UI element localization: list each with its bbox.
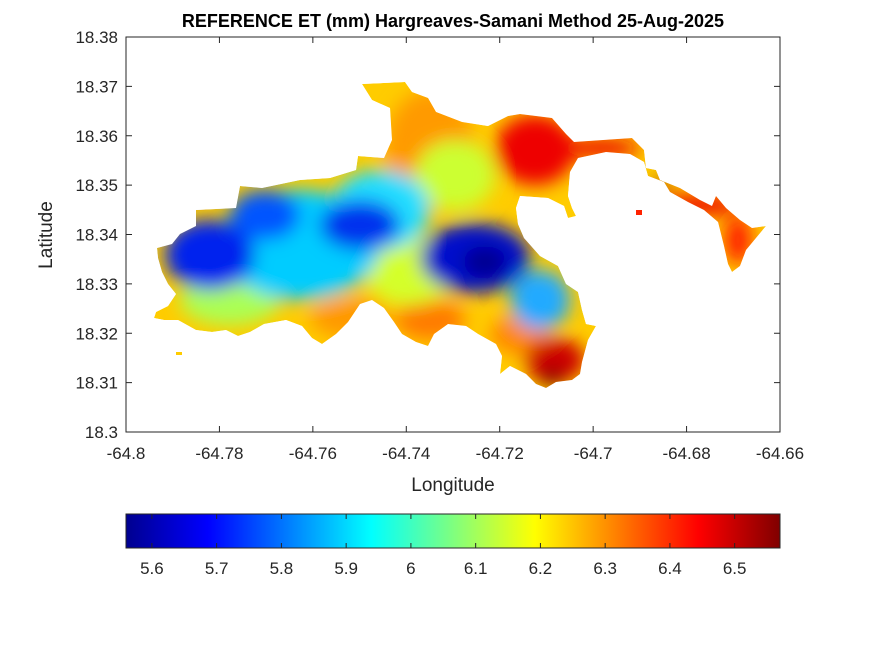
west-lobe-low xyxy=(165,220,255,290)
y-tick-label: 18.37 xyxy=(75,77,118,96)
east-peninsula-tip xyxy=(724,215,752,265)
x-axis-label: Longitude xyxy=(411,475,494,496)
x-tick-label: -64.74 xyxy=(382,444,430,463)
colorbar-tick-label: 6.1 xyxy=(464,559,488,578)
x-tick-label: -64.76 xyxy=(289,444,337,463)
central-transition xyxy=(415,140,495,210)
x-tick-label: -64.66 xyxy=(756,444,804,463)
west-lobe-low-2 xyxy=(230,190,300,240)
colorbar xyxy=(125,513,781,549)
y-axis-ticks: 18.3 18.31 18.32 18.33 18.34 18.35 18.36 18.37 1… xyxy=(75,28,780,442)
northeast-arm xyxy=(560,138,640,158)
southeast-mid xyxy=(510,270,570,330)
colorbar-tick-label: 5.7 xyxy=(205,559,229,578)
colorbar-tick-label: 6.3 xyxy=(593,559,617,578)
y-axis-label: Latitude xyxy=(36,201,57,269)
y-tick-label: 18.36 xyxy=(75,127,118,146)
y-tick-label: 18.38 xyxy=(75,28,118,47)
y-tick-label: 18.3 xyxy=(85,423,118,442)
north-low xyxy=(320,200,400,250)
northeast-high xyxy=(495,115,575,185)
colorbar-tick-label: 6.5 xyxy=(723,559,747,578)
colorbar-tick-label: 5.9 xyxy=(334,559,358,578)
x-tick-label: -64.8 xyxy=(107,444,146,463)
islet-east xyxy=(636,210,642,215)
y-tick-label: 18.33 xyxy=(75,275,118,294)
y-tick-label: 18.35 xyxy=(75,176,118,195)
south-tip-high xyxy=(525,338,585,382)
x-tick-label: -64.78 xyxy=(195,444,243,463)
y-tick-label: 18.34 xyxy=(75,226,118,245)
y-tick-label: 18.32 xyxy=(75,324,118,343)
colorbar-tick-label: 6 xyxy=(406,559,415,578)
y-tick-label: 18.31 xyxy=(75,374,118,393)
colorbar-ticks: 5.6 5.7 5.8 5.9 6 6.1 6.2 6.3 6.4 6.5 xyxy=(140,514,746,578)
x-tick-label: -64.7 xyxy=(574,444,613,463)
et-surface xyxy=(154,82,766,388)
central-low-core xyxy=(463,246,507,278)
x-tick-label: -64.72 xyxy=(476,444,524,463)
x-axis-ticks: -64.8 -64.78 -64.76 -64.74 -64.72 -64.7 -64.68… xyxy=(107,37,804,463)
colorbar-tick-label: 6.2 xyxy=(529,559,553,578)
islet-southwest xyxy=(176,352,182,355)
colorbar-tick-label: 5.6 xyxy=(140,559,164,578)
colorbar-tick-label: 6.4 xyxy=(658,559,682,578)
x-tick-label: -64.68 xyxy=(662,444,710,463)
colorbar-tick-label: 5.8 xyxy=(270,559,294,578)
map-title: REFERENCE ET (mm) Hargreaves-Samani Meth… xyxy=(182,11,724,31)
